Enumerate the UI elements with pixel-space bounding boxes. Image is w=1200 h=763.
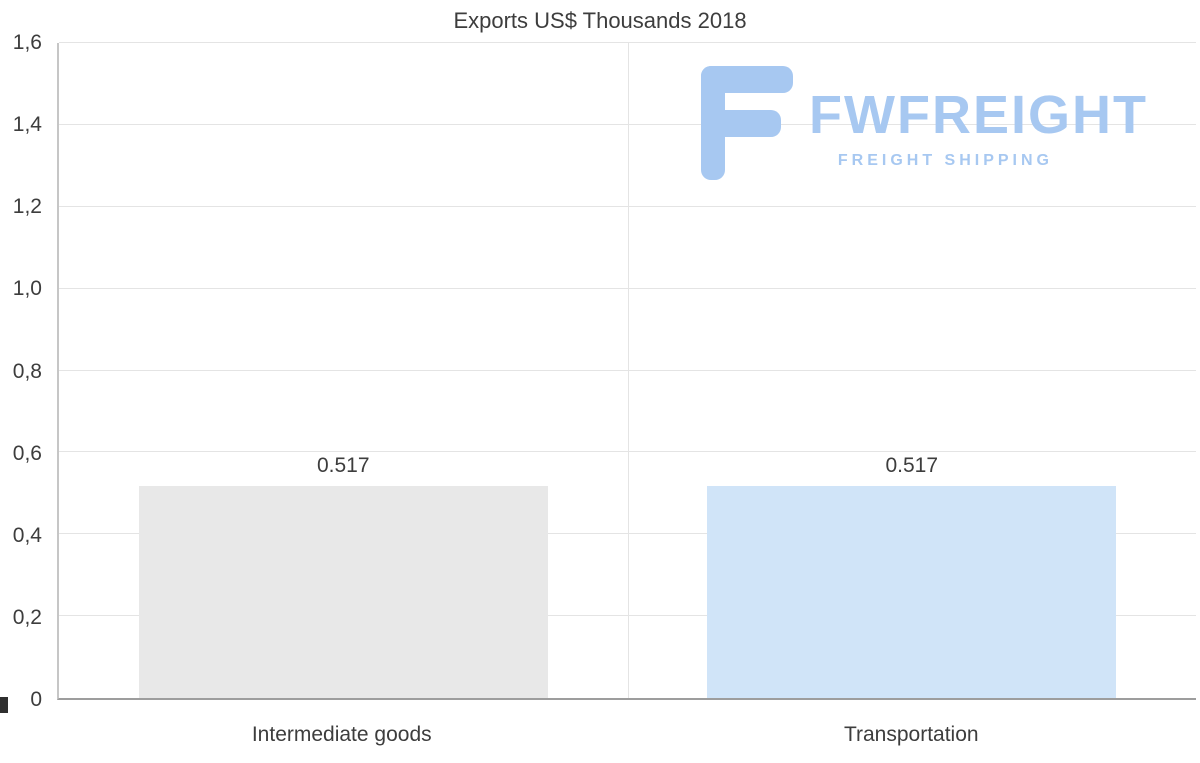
y-tick-label: 1,6	[12, 31, 42, 54]
fwfreight-logo-icon	[701, 66, 794, 185]
x-axis: Intermediate goods Transportation	[57, 723, 1196, 747]
vertical-gridline	[627, 43, 629, 698]
y-tick-label: 0,4	[12, 523, 42, 547]
gridline	[59, 42, 1196, 43]
watermark-brand: FWFREIGHT	[809, 85, 1148, 145]
edge-mark	[0, 697, 8, 713]
bar-slot: 0.517	[59, 43, 628, 698]
watermark-text: FWFREIGHT FREIGHT SHIPPING	[809, 88, 1148, 170]
bar-intermediate-goods	[138, 486, 548, 698]
y-axis: 0 0,2 0,4 0,6 0,8 1,0 1,2 1,4 1,6	[0, 31, 52, 711]
bars: 0.517 0.517	[59, 43, 1196, 698]
bar-slot: 0.517	[628, 43, 1197, 698]
watermark-tagline: FREIGHT SHIPPING	[837, 152, 1053, 169]
watermark: FWFREIGHT FREIGHT SHIPPING	[701, 66, 1148, 185]
x-category-label: Intermediate goods	[251, 723, 432, 746]
chart-title: Exports US$ Thousands 2018	[453, 8, 747, 33]
y-tick-label: 0,8	[12, 359, 42, 383]
bar-value-label: 0.517	[885, 454, 939, 478]
y-tick-label: 0,6	[12, 441, 42, 465]
plot-area: 0.517 0.517	[57, 42, 1196, 700]
x-category-label: Transportation	[843, 723, 979, 746]
y-tick-label: 0	[30, 688, 42, 711]
bar-transportation	[707, 486, 1117, 698]
y-tick-label: 1,2	[12, 195, 42, 219]
y-tick-label: 1,4	[12, 113, 42, 137]
bar-value-label: 0.517	[316, 454, 370, 478]
y-tick-label: 0,2	[12, 605, 42, 629]
y-tick-label: 1,0	[12, 277, 42, 301]
